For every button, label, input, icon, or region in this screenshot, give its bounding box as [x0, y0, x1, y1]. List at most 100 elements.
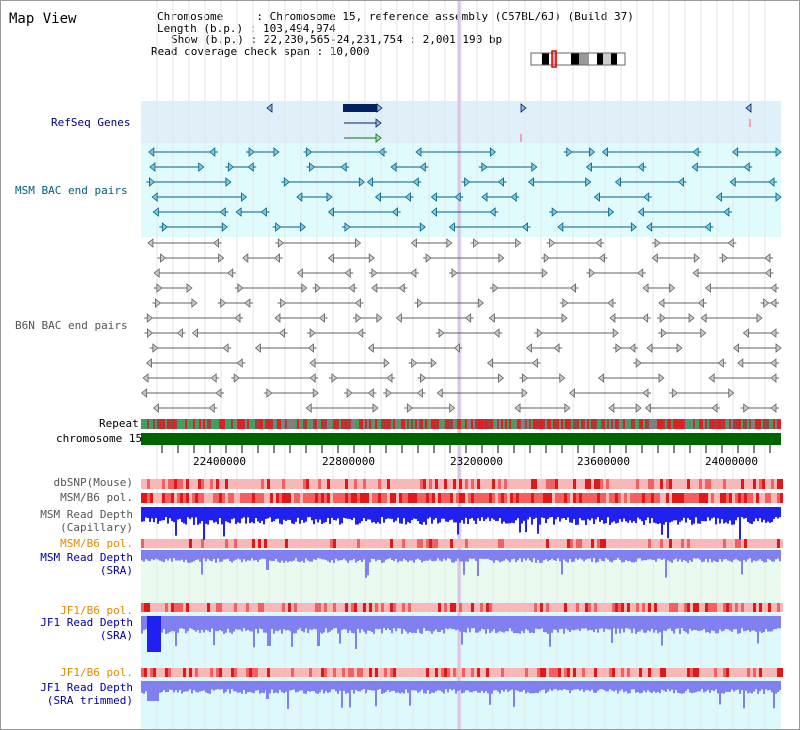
polymorphism-cell — [429, 668, 432, 677]
read-depth-bar — [609, 550, 611, 562]
read-depth-bar — [473, 507, 475, 521]
polymorphism-cell — [336, 479, 339, 489]
read-depth-bar — [353, 550, 355, 559]
polymorphism-cell — [663, 668, 666, 677]
polymorphism-cell — [519, 668, 522, 677]
polymorphism-cell — [315, 668, 318, 677]
read-depth-bar — [305, 550, 307, 559]
read-depth-bar — [689, 616, 691, 629]
polymorphism-cell — [255, 539, 258, 548]
read-depth-bar — [465, 550, 467, 562]
b6n-bac-track-label[interactable]: B6N BAC end pairs — [15, 319, 128, 332]
jf1-depth-sra-label-2[interactable]: (SRA) — [99, 629, 133, 642]
read-depth-bar — [709, 616, 711, 634]
polymorphism-cell — [543, 603, 546, 612]
polymorphism-cell — [264, 479, 267, 489]
jf1-b6-pol-trimmed-label[interactable]: JF1/B6 pol. — [60, 666, 133, 679]
read-depth-bar — [593, 550, 595, 559]
polymorphism-cell — [339, 539, 342, 548]
read-depth-bar — [341, 616, 343, 630]
feature-arrow — [642, 283, 649, 293]
polymorphism-cell — [687, 479, 690, 489]
polymorphism-cell — [735, 603, 738, 612]
polymorphism-cell — [375, 479, 378, 489]
feature-arrow — [742, 328, 749, 338]
msm-bac-track-label[interactable]: MSM BAC end pairs — [15, 184, 128, 197]
msm-depth-capillary-label-2[interactable]: (Capillary) — [60, 521, 133, 534]
polymorphism-cell — [471, 539, 474, 548]
polymorphism-cell — [717, 493, 720, 503]
feature-arrow — [305, 403, 312, 413]
repeat-segment — [609, 419, 611, 429]
read-depth-bar — [667, 681, 669, 690]
polymorphism-cell — [582, 603, 585, 612]
read-depth-bar — [703, 681, 705, 693]
polymorphism-cell — [282, 493, 285, 503]
polymorphism-cell — [222, 539, 225, 548]
read-depth-bar — [291, 681, 293, 691]
read-depth-bar — [411, 550, 413, 561]
polymorphism-cell — [549, 479, 552, 489]
polymorphism-cell — [336, 493, 339, 503]
repeat-segment — [669, 419, 671, 429]
repeat-segment — [531, 419, 533, 429]
polymorphism-cell — [492, 493, 495, 503]
polymorphism-cell — [486, 668, 489, 677]
feature-arrow — [770, 403, 777, 413]
read-depth-bar — [207, 507, 209, 525]
jf1-depth-trimmed-label-2[interactable]: (SRA trimmed) — [46, 694, 133, 707]
polymorphism-cell — [723, 603, 726, 612]
repeat-segment — [289, 419, 291, 429]
read-depth-bar — [223, 616, 225, 634]
polymorphism-cell — [600, 539, 603, 548]
jf1-depth-trimmed-label-1[interactable]: JF1 Read Depth — [40, 681, 133, 694]
polymorphism-cell — [729, 603, 732, 612]
msm-b6-pol-label[interactable]: MSM/B6 pol. — [60, 491, 133, 504]
msm-depth-capillary-label-1[interactable]: MSM Read Depth — [40, 508, 133, 521]
read-depth-bar — [567, 681, 569, 690]
feature-arrow — [244, 298, 251, 308]
polymorphism-cell — [318, 668, 321, 677]
read-depth-bar — [503, 550, 505, 561]
msm-b6-pol-sra-label[interactable]: MSM/B6 pol. — [60, 537, 133, 550]
read-depth-bar — [717, 550, 719, 562]
feature-arrow — [410, 238, 417, 248]
read-depth-bar — [265, 507, 267, 519]
read-depth-bar — [427, 616, 429, 631]
read-depth-bar — [453, 550, 455, 563]
read-depth-bar — [193, 507, 195, 525]
jf1-b6-pol-label[interactable]: JF1/B6 pol. — [60, 604, 133, 617]
repeat-segment — [597, 419, 599, 429]
polymorphism-cell — [153, 539, 156, 548]
read-depth-bar — [185, 550, 187, 560]
read-depth-bar — [759, 507, 761, 519]
feature-arrow — [247, 162, 254, 172]
msm-depth-sra-label-1[interactable]: MSM Read Depth — [40, 551, 133, 564]
read-depth-bar — [603, 507, 605, 524]
read-depth-bar — [757, 507, 759, 522]
repeat-segment — [529, 419, 531, 429]
read-depth-bar — [679, 550, 681, 560]
read-depth-bar — [181, 681, 183, 694]
polymorphism-cell — [759, 479, 762, 489]
repeat-segment — [225, 419, 227, 429]
read-depth-bar — [613, 616, 615, 629]
read-depth-bar — [483, 550, 485, 560]
polymorphism-cell — [681, 493, 684, 503]
read-depth-bar — [607, 507, 609, 518]
msm-depth-sra-label-2[interactable]: (SRA) — [99, 564, 133, 577]
read-depth-bar — [743, 550, 745, 561]
refseq-track-label[interactable]: RefSeq Genes — [51, 116, 131, 129]
read-depth-bar — [171, 616, 173, 632]
read-depth-bar — [669, 550, 671, 562]
jf1-depth-sra-label-1[interactable]: JF1 Read Depth — [40, 616, 133, 629]
read-depth-bar — [453, 681, 455, 690]
polymorphism-cell — [663, 539, 666, 548]
polymorphism-cell — [618, 479, 621, 489]
polymorphism-cell — [234, 603, 237, 612]
dbsnp-track-label[interactable]: dbSNP(Mouse) — [53, 476, 133, 489]
read-depth-bar — [701, 616, 703, 631]
read-depth-bar — [605, 681, 607, 692]
read-depth-bar — [523, 550, 525, 559]
